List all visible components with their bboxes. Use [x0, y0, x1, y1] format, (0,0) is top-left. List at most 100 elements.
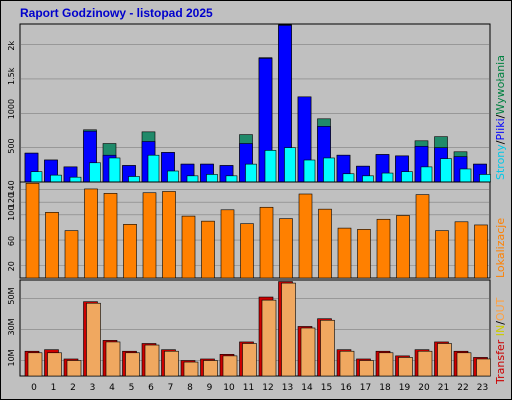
- bar-transfer-out-20: [417, 350, 433, 377]
- bar-pages-23: [479, 174, 491, 183]
- bar-pages-0: [30, 171, 43, 183]
- hour-label-23: 23: [477, 383, 488, 393]
- bar-transfer-out-3: [86, 302, 101, 377]
- hour-label-0: 0: [31, 383, 37, 393]
- panel2-y-tick: 120: [7, 193, 16, 208]
- panel3-y-tick: 10M: [7, 349, 16, 366]
- hour-label-12: 12: [262, 383, 273, 393]
- bar-transfer-out-5: [125, 352, 140, 377]
- bar-pages-11: [245, 163, 257, 183]
- bar-transfer-out-0: [27, 352, 43, 377]
- bar-pages-10: [225, 175, 238, 183]
- hour-label-1: 1: [51, 383, 57, 393]
- label-sep2: /: [494, 114, 507, 118]
- panel1-y-tick: 500: [7, 138, 16, 153]
- bar-locations-17: [357, 229, 371, 279]
- hour-label-3: 3: [90, 383, 96, 393]
- bar-transfer-out-4: [105, 341, 121, 377]
- bar-pages-6: [147, 154, 160, 183]
- panel2-y-tick: 20: [7, 261, 16, 271]
- bar-transfer-out-15: [320, 319, 335, 377]
- bar-pages-14: [303, 159, 316, 183]
- label-sep3: /: [494, 321, 507, 325]
- bar-locations-2: [64, 230, 79, 279]
- panel3-side-label: Transfer IN/OUT: [494, 297, 507, 385]
- panel1-y-tick: 1000: [7, 99, 16, 119]
- bar-pages-21: [440, 158, 452, 183]
- bar-transfer-out-18: [378, 352, 394, 377]
- panel1-y-tick: 2k: [7, 41, 16, 51]
- panel1-plot-area: [19, 23, 491, 183]
- bar-transfer-out-9: [203, 360, 218, 377]
- bar-pages-3: [89, 162, 101, 183]
- bar-pages-1: [50, 174, 62, 183]
- bar-pages-5: [128, 176, 140, 183]
- bar-pages-12: [264, 150, 277, 183]
- bar-transfer-out-6: [144, 344, 160, 377]
- label-locations: Lokalizacje: [494, 218, 507, 278]
- panel1-gridlines: [21, 44, 489, 148]
- panel1-side-label: Strony/Pliki/Wywołania: [494, 55, 507, 180]
- bar-transfer-out-19: [398, 357, 413, 377]
- bar-locations-21: [435, 230, 449, 279]
- bar-locations-7: [162, 191, 176, 279]
- bar-transfer-out-14: [300, 327, 316, 377]
- hour-label-9: 9: [207, 383, 213, 393]
- bar-transfer-out-11: [242, 343, 257, 377]
- panel2-y-tick: 140: [7, 180, 16, 195]
- hour-label-2: 2: [70, 383, 76, 393]
- panel1-y-tick: 1.5k: [7, 67, 16, 85]
- hour-label-22: 22: [457, 383, 468, 393]
- bar-transfer-out-7: [164, 350, 179, 377]
- bar-locations-14: [298, 193, 313, 279]
- bar-locations-12: [259, 206, 274, 279]
- bar-transfer-out-2: [66, 360, 82, 377]
- hour-axis-ticks: 0 1 2 3 4 5 6 7 8 9 10 11 12 13 14 15 16 17 18 19 20 21 22 23: [31, 383, 488, 393]
- bar-transfer-out-8: [183, 361, 199, 377]
- bar-transfer-out-23: [476, 358, 491, 377]
- bar-locations-3: [84, 188, 98, 279]
- label-pages: Strony: [494, 144, 507, 180]
- bar-locations-10: [220, 209, 235, 279]
- bar-locations-16: [337, 227, 352, 279]
- hour-label-10: 10: [223, 383, 235, 393]
- bar-transfer-out-13: [281, 282, 296, 377]
- hour-label-7: 7: [168, 383, 174, 393]
- label-out: OUT: [494, 297, 507, 321]
- panel-pages-files-hits: 500 1000 1.5k 2k: [7, 23, 491, 183]
- bar-locations-19: [396, 215, 410, 279]
- label-hits: Wywołania: [494, 55, 507, 115]
- bar-transfer-out-17: [359, 360, 374, 377]
- bar-pages-17: [362, 175, 374, 183]
- bar-pages-13: [284, 147, 296, 183]
- label-in: IN: [494, 325, 507, 336]
- bar-locations-9: [201, 220, 215, 279]
- label-transfer: Transfer: [494, 339, 507, 385]
- bar-transfer-out-21: [437, 343, 452, 377]
- hour-label-21: 21: [438, 383, 449, 393]
- bar-locations-22: [454, 221, 469, 279]
- panel2-bars: [25, 182, 488, 279]
- hour-label-5: 5: [129, 383, 135, 393]
- panel2-side-label: Lokalizacje: [494, 218, 507, 278]
- bar-pages-20: [420, 166, 433, 183]
- hour-label-19: 19: [399, 383, 411, 393]
- bar-locations-6: [142, 192, 157, 279]
- bar-locations-0: [25, 182, 40, 279]
- hour-label-18: 18: [379, 383, 391, 393]
- bar-locations-13: [279, 218, 293, 279]
- bar-locations-18: [376, 218, 391, 279]
- panel1-bars: [24, 24, 491, 183]
- hour-label-8: 8: [187, 383, 193, 393]
- hour-label-4: 4: [109, 383, 115, 393]
- label-files: Pliki: [494, 118, 507, 140]
- panel2-gridlines: [21, 189, 489, 266]
- hour-label-17: 17: [360, 383, 371, 393]
- hour-label-14: 14: [301, 383, 313, 393]
- panel1-y-ticks: 500 1000 1.5k 2k: [7, 41, 16, 154]
- panel3-bars: [24, 281, 491, 377]
- panel3-y-tick: 50M: [7, 287, 16, 304]
- bar-transfer-out-10: [222, 355, 238, 377]
